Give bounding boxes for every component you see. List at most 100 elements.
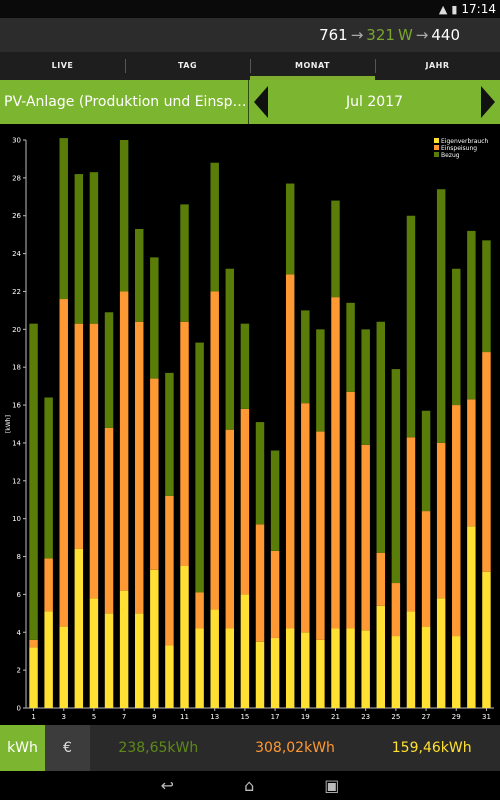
status-time: 17:14: [461, 2, 496, 16]
y-tick-label: 14: [12, 439, 21, 447]
tab-monat[interactable]: MONAT: [250, 52, 375, 80]
bar-segment: [452, 405, 461, 637]
chevron-left-icon: [254, 86, 268, 118]
bar-segment: [119, 291, 129, 591]
legend-label: Eigenverbrauch: [441, 138, 489, 145]
battery-icon: ▮: [451, 2, 458, 16]
bar-segment: [482, 352, 491, 572]
bar-segment: [240, 408, 250, 595]
y-tick-label: 20: [12, 326, 21, 334]
bar-segment: [361, 630, 370, 708]
x-tick-label: 5: [92, 713, 96, 721]
bar-segment: [452, 636, 461, 708]
y-tick-label: 26: [12, 212, 21, 220]
bar-segment: [285, 274, 295, 629]
chart-background: [0, 124, 500, 725]
bar-segment: [225, 429, 235, 629]
tab-tag[interactable]: TAG: [125, 52, 250, 80]
bar-segment: [285, 183, 295, 275]
bar-segment: [331, 628, 340, 708]
bar-segment: [406, 611, 416, 708]
bar-segment: [195, 342, 204, 593]
bar-segment: [59, 626, 68, 708]
bar-segment: [29, 323, 38, 640]
bottom-bar: kWh € 238,65kWh 308,02kWh 159,46kWh: [0, 725, 500, 771]
bar-segment: [134, 228, 144, 322]
bar-segment: [210, 609, 219, 708]
bar-segment: [406, 437, 416, 612]
unit-kwh-button[interactable]: kWh: [0, 725, 45, 771]
y-tick-label: 12: [12, 477, 21, 485]
bar-segment: [436, 189, 446, 443]
tab-jahr[interactable]: JAHR: [375, 52, 500, 80]
unit-euro-button[interactable]: €: [45, 725, 90, 771]
x-tick-label: 1: [31, 713, 35, 721]
bar-segment: [59, 299, 68, 627]
y-tick-label: 24: [12, 250, 21, 258]
legend-swatch: [434, 145, 439, 150]
bar-segment: [104, 312, 114, 428]
bar-segment: [180, 321, 189, 566]
tab-live[interactable]: LIVE: [51, 61, 74, 70]
bar-segment: [331, 297, 340, 629]
bar-segment: [482, 571, 491, 708]
chart-selector[interactable]: PV-Anlage (Produktion und Einspei…: [0, 80, 249, 124]
bar-segment: [255, 422, 265, 525]
x-tick-label: 7: [122, 713, 126, 721]
legend-swatch: [434, 138, 439, 143]
bar-segment: [134, 613, 144, 708]
bar-segment: [104, 613, 114, 708]
y-tick-label: 18: [12, 364, 21, 372]
recents-icon[interactable]: ▣: [324, 776, 340, 795]
bar-segment: [180, 204, 189, 322]
arrow-right-icon: →: [350, 26, 364, 44]
x-tick-label: 27: [422, 713, 431, 721]
bar-segment: [391, 369, 401, 584]
bar-segment: [376, 552, 386, 606]
x-tick-label: 31: [482, 713, 491, 721]
bar-segment: [346, 628, 355, 708]
status-bar: ▲ ▮ 17:14: [0, 0, 500, 18]
bar-segment: [195, 592, 204, 629]
bar-segment: [74, 323, 84, 549]
x-tick-label: 17: [271, 713, 280, 721]
bar-segment: [316, 639, 325, 708]
back-icon[interactable]: ↩: [160, 776, 175, 795]
next-month-button[interactable]: [478, 80, 498, 124]
bar-segment: [316, 329, 325, 432]
bar-segment: [44, 611, 53, 708]
bar-segment: [195, 628, 204, 708]
bar-segment: [391, 583, 401, 637]
bar-segment: [316, 431, 325, 640]
y-tick-label: 16: [12, 402, 21, 410]
month-label: Jul 2017: [346, 94, 403, 110]
bar-segment: [255, 524, 265, 642]
y-tick-label: 10: [12, 515, 21, 523]
arrow-right-icon: →: [415, 26, 429, 44]
bar-segment: [210, 162, 219, 292]
bar-segment: [270, 550, 280, 638]
home-icon[interactable]: ⌂: [244, 776, 255, 795]
bar-segment: [361, 329, 370, 445]
bar-segment: [452, 268, 461, 406]
bar-segment: [436, 598, 446, 708]
y-tick-label: 22: [12, 288, 21, 296]
bar-segment: [44, 397, 53, 559]
bar-segment: [331, 200, 340, 298]
y-tick-label: 6: [17, 591, 22, 599]
x-tick-label: 21: [331, 713, 340, 721]
bar-segment: [421, 410, 431, 512]
bar-segment: [346, 391, 355, 629]
bar-segment: [74, 174, 84, 324]
system-nav-bar: ↩ ⌂ ▣: [0, 771, 500, 800]
chart-header: PV-Anlage (Produktion und Einspei… Jul 2…: [0, 80, 500, 124]
bar-segment: [165, 645, 174, 708]
prev-month-button[interactable]: [251, 80, 271, 124]
bar-segment: [74, 548, 84, 708]
bar-segment: [89, 172, 99, 324]
bar-segment: [421, 511, 431, 627]
x-tick-label: 23: [361, 713, 370, 721]
legend-label: Bezug: [441, 152, 460, 159]
bar-segment: [301, 403, 310, 633]
